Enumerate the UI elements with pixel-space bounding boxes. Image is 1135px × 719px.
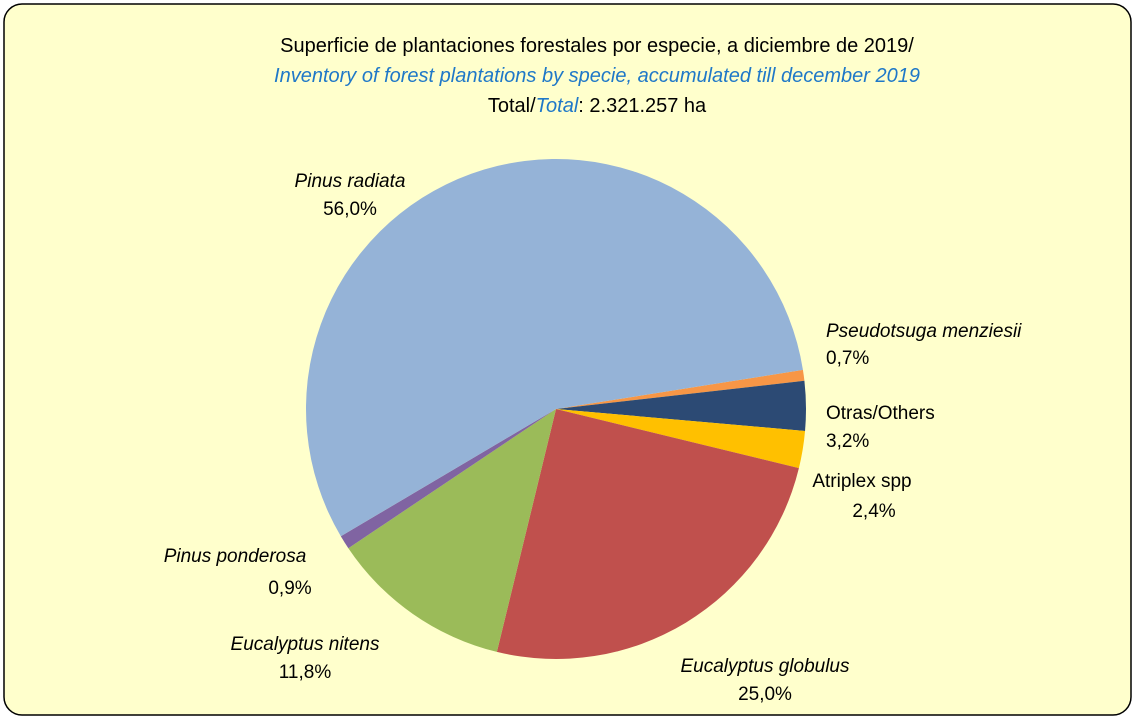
- pie-slice: [348, 409, 556, 652]
- slice-value-label: 3,2%: [826, 431, 869, 452]
- pie-slice: [496, 409, 799, 660]
- pie-slice: [556, 369, 805, 409]
- slice-label: Eucalyptus nitens: [231, 634, 380, 655]
- slice-value-label: 2,4%: [852, 501, 895, 522]
- total-label: Total: [536, 95, 579, 117]
- slice-label: Pseudotsuga menziesii: [826, 321, 1022, 342]
- chart-subtitle: Inventory of forest plantations by speci…: [274, 65, 920, 87]
- pie-slice: [556, 380, 806, 431]
- slice-value-label: 25,0%: [738, 684, 792, 705]
- pie-slice: [340, 409, 556, 549]
- slice-label: Otras/Others: [826, 403, 935, 424]
- slice-value-label: 0,7%: [826, 348, 869, 369]
- pie-slice: [556, 409, 806, 469]
- slice-label: Pinus ponderosa: [164, 546, 307, 567]
- pie-slice: [305, 159, 803, 537]
- chart-title: Superficie de plantaciones forestales po…: [280, 35, 914, 57]
- slice-value-label: 0,9%: [268, 578, 311, 599]
- slice-label: Pinus radiata: [295, 171, 406, 192]
- slice-value-label: 56,0%: [323, 199, 377, 220]
- total-line: Total/Total: 2.321.257 ha: [488, 95, 707, 117]
- slice-value-label: 11,8%: [279, 662, 332, 683]
- slice-label: Eucalyptus globulus: [681, 656, 850, 677]
- total-value: : 2.321.257 ha: [578, 95, 707, 117]
- total-prefix: Total/: [488, 95, 536, 117]
- slice-label: Atriplex spp: [812, 471, 911, 492]
